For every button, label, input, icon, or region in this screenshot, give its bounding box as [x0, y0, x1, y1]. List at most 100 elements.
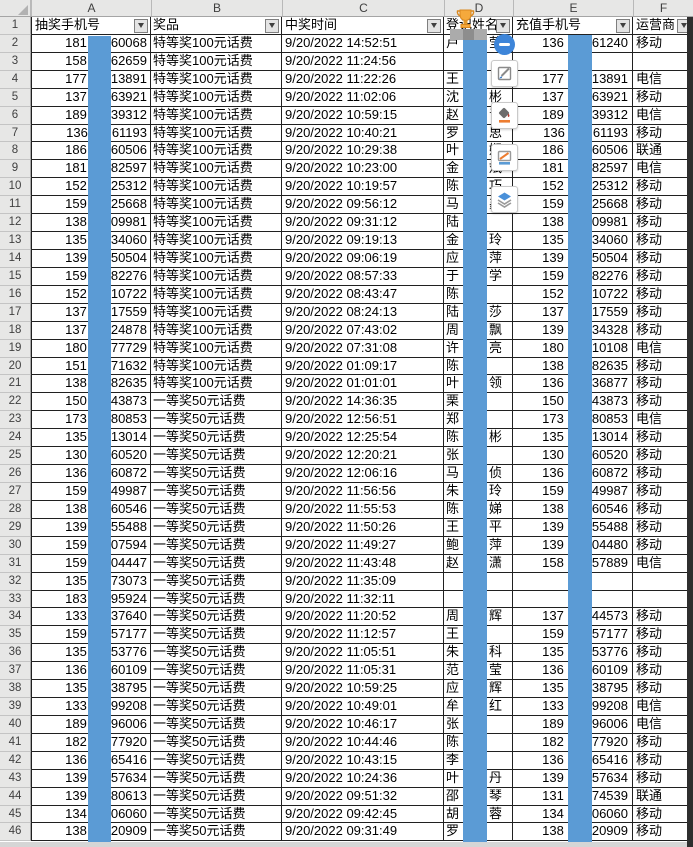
cell-recharge-phone[interactable]: 137 44573 — [513, 608, 633, 627]
cell-carrier[interactable]: 移动 — [633, 519, 693, 537]
cell-carrier[interactable]: 移动 — [633, 196, 693, 215]
cell-prize[interactable]: 一等奖50元话费 — [151, 715, 282, 734]
cell-carrier[interactable]: 电信 — [633, 71, 693, 89]
cell-win-time[interactable]: 9/20/2022 12:20:21 — [282, 447, 444, 466]
cell-lottery-phone[interactable]: 136 60109 — [31, 662, 151, 681]
cell-prize[interactable]: 特等奖100元话费 — [151, 178, 282, 197]
shape-resize-handles[interactable] — [450, 29, 487, 40]
row-number[interactable]: 4 — [0, 70, 31, 89]
cell-carrier[interactable]: 电信 — [633, 698, 693, 716]
cell-win-time[interactable]: 9/20/2022 11:56:56 — [282, 482, 444, 501]
cell-win-time[interactable]: 9/20/2022 09:31:49 — [282, 823, 444, 842]
cell-carrier[interactable] — [633, 53, 693, 71]
cell-prize[interactable]: 一等奖50元话费 — [151, 465, 282, 483]
row-number[interactable]: 5 — [0, 88, 31, 107]
cell-prize[interactable]: 特等奖100元话费 — [151, 321, 282, 340]
cell-win-time[interactable]: 9/20/2022 10:40:21 — [282, 124, 444, 143]
edit-shape-button[interactable] — [491, 60, 518, 87]
row-number[interactable]: 18 — [0, 321, 31, 340]
cell-win-time[interactable]: 9/20/2022 12:06:16 — [282, 465, 444, 483]
redaction-bar-column-e[interactable] — [568, 35, 592, 842]
cell-win-time[interactable]: 9/20/2022 10:19:57 — [282, 178, 444, 197]
cell-carrier[interactable]: 移动 — [633, 608, 693, 627]
row-number[interactable]: 35 — [0, 626, 31, 645]
row-number[interactable]: 30 — [0, 536, 31, 555]
cell-win-time[interactable]: 9/20/2022 10:44:46 — [282, 733, 444, 752]
cell-prize[interactable]: 特等奖100元话费 — [151, 375, 282, 394]
header-cell-recharge-phone[interactable]: 充值手机号 — [513, 17, 633, 35]
cell-prize[interactable]: 特等奖100元话费 — [151, 52, 282, 71]
cell-prize[interactable]: 特等奖100元话费 — [151, 267, 282, 286]
cell-win-time[interactable]: 9/20/2022 09:56:12 — [282, 196, 444, 215]
row-number[interactable]: 16 — [0, 285, 31, 304]
cell-prize[interactable]: 一等奖50元话费 — [151, 500, 282, 519]
cell-carrier[interactable]: 移动 — [633, 375, 693, 394]
layers-button[interactable] — [491, 186, 518, 213]
cell-win-time[interactable]: 9/20/2022 08:24:13 — [282, 303, 444, 322]
row-number[interactable]: 7 — [0, 124, 31, 143]
cell-prize[interactable]: 一等奖50元话费 — [151, 751, 282, 770]
row-number[interactable]: 10 — [0, 178, 31, 197]
cell-win-time[interactable]: 9/20/2022 09:06:19 — [282, 249, 444, 268]
cell-prize[interactable]: 特等奖100元话费 — [151, 142, 282, 161]
row-number[interactable]: 3 — [0, 52, 31, 71]
row-number[interactable]: 21 — [0, 375, 31, 394]
cell-carrier[interactable]: 移动 — [633, 304, 693, 322]
cell-carrier[interactable]: 电信 — [633, 716, 693, 734]
resize-handle[interactable] — [450, 29, 463, 40]
cell-prize[interactable]: 一等奖50元话费 — [151, 447, 282, 466]
row-number[interactable]: 20 — [0, 357, 31, 376]
cell-prize[interactable]: 一等奖50元话费 — [151, 662, 282, 681]
cell-carrier[interactable]: 移动 — [633, 734, 693, 752]
cell-carrier[interactable]: 移动 — [633, 268, 693, 286]
cell-prize[interactable]: 特等奖100元话费 — [151, 249, 282, 268]
cell-carrier[interactable]: 移动 — [633, 501, 693, 519]
row-number[interactable]: 2 — [0, 34, 31, 53]
cell-win-time[interactable]: 9/20/2022 11:49:27 — [282, 536, 444, 555]
cell-prize[interactable]: 一等奖50元话费 — [151, 429, 282, 448]
row-number[interactable]: 12 — [0, 214, 31, 233]
cell-carrier[interactable]: 联通 — [633, 788, 693, 806]
cell-carrier[interactable]: 移动 — [633, 680, 693, 699]
cell-prize[interactable]: 一等奖50元话费 — [151, 482, 282, 501]
cell-prize[interactable]: 特等奖100元话费 — [151, 339, 282, 358]
cell-prize[interactable]: 一等奖50元话费 — [151, 680, 282, 699]
cell-carrier[interactable]: 移动 — [633, 752, 693, 770]
cell-win-time[interactable]: 9/20/2022 11:02:06 — [282, 88, 444, 107]
cell-carrier[interactable]: 移动 — [633, 322, 693, 340]
cell-win-time[interactable]: 9/20/2022 01:01:01 — [282, 375, 444, 394]
cell-recharge-phone[interactable]: 177 13891 — [513, 70, 633, 89]
cell-win-time[interactable]: 9/20/2022 09:42:45 — [282, 805, 444, 824]
cell-prize[interactable]: 特等奖100元话费 — [151, 88, 282, 107]
cell-win-time[interactable]: 9/20/2022 14:52:51 — [282, 34, 444, 53]
header-cell-lottery-phone[interactable]: 抽奖手机号 — [31, 17, 151, 35]
cell-prize[interactable]: 特等奖100元话费 — [151, 124, 282, 143]
cell-carrier[interactable]: 移动 — [633, 806, 693, 824]
row-number[interactable]: 17 — [0, 303, 31, 322]
cell-prize[interactable]: 一等奖50元话费 — [151, 787, 282, 806]
cell-win-time[interactable]: 9/20/2022 12:56:51 — [282, 411, 444, 430]
cell-prize[interactable]: 特等奖100元话费 — [151, 34, 282, 53]
cell-win-time[interactable]: 9/20/2022 11:50:26 — [282, 518, 444, 537]
cell-win-time[interactable]: 9/20/2022 11:35:09 — [282, 572, 444, 591]
column-header-d[interactable]: D — [444, 0, 513, 16]
row-number[interactable]: 31 — [0, 554, 31, 573]
cell-prize[interactable]: 一等奖50元话费 — [151, 393, 282, 412]
row-number[interactable]: 19 — [0, 339, 31, 358]
cell-win-time[interactable]: 9/20/2022 08:43:47 — [282, 285, 444, 304]
filter-button-c[interactable] — [427, 18, 441, 33]
row-number[interactable]: 25 — [0, 447, 31, 466]
row-number[interactable]: 26 — [0, 465, 31, 483]
cell-win-time[interactable]: 9/20/2022 10:43:15 — [282, 751, 444, 770]
cell-carrier[interactable]: 移动 — [633, 770, 693, 788]
filter-button-e[interactable] — [616, 18, 630, 33]
resize-handle[interactable] — [474, 29, 487, 40]
cell-carrier[interactable]: 移动 — [633, 125, 693, 143]
cell-win-time[interactable]: 9/20/2022 14:36:35 — [282, 393, 444, 412]
row-number[interactable]: 43 — [0, 769, 31, 788]
cell-carrier[interactable]: 移动 — [633, 537, 693, 555]
row-number[interactable]: 32 — [0, 572, 31, 591]
column-header-c[interactable]: C — [282, 0, 444, 16]
cell-prize[interactable]: 一等奖50元话费 — [151, 698, 282, 716]
cell-win-time[interactable]: 9/20/2022 09:31:12 — [282, 214, 444, 233]
